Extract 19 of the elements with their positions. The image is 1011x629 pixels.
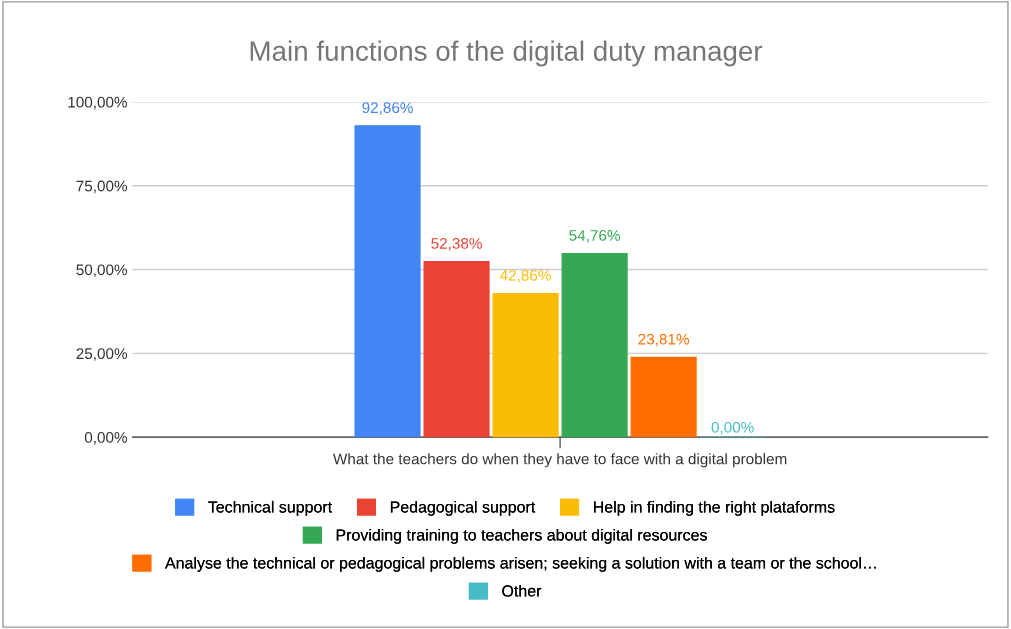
- legend-label: Providing training to teachers about digital resources: [336, 528, 707, 544]
- data-label: 0,00%: [711, 421, 754, 435]
- data-label: 54,76%: [569, 230, 620, 243]
- legend-label: Analyse the technical or pedagogical problems arisen; seeking a solution with a team or the school…: [165, 556, 876, 572]
- x-tick-label: What the teachers do when they have to face with a digital problem: [333, 453, 787, 468]
- y-tick-label: 100,00%: [68, 96, 128, 110]
- legend-label: Pedagogical support: [390, 500, 536, 516]
- data-label: 92,86%: [362, 102, 413, 115]
- legend-label: Technical support: [208, 500, 333, 516]
- y-tick-label: 0,00%: [84, 432, 128, 445]
- data-label: 52,38%: [431, 237, 482, 251]
- y-tick-label: 25,00%: [76, 348, 128, 361]
- chart-title: Main functions of the digital duty manager: [250, 40, 763, 67]
- y-tick-label: 75,00%: [76, 180, 128, 194]
- legend-label: Help in finding the right plataforms: [594, 500, 835, 516]
- data-label: 23,81%: [638, 333, 689, 347]
- data-label: 42,86%: [500, 269, 551, 283]
- y-tick-label: 50,00%: [76, 264, 128, 278]
- legend-label: Other: [502, 584, 542, 597]
